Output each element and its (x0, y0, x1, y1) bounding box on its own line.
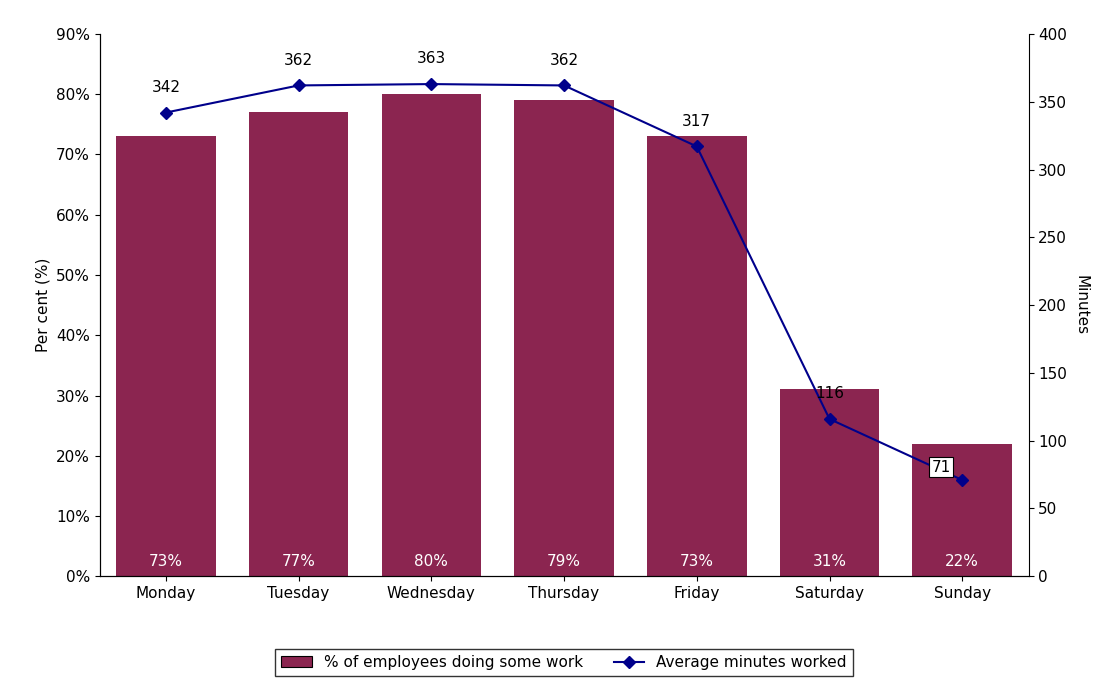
Bar (780, 389, 879, 576)
Text: 73%: 73% (680, 554, 713, 569)
Text: 22%: 22% (946, 554, 979, 569)
Y-axis label: Per cent (%): Per cent (%) (35, 258, 50, 353)
Bar (382, 94, 481, 576)
Bar (514, 100, 614, 576)
Bar (912, 443, 1012, 576)
Text: 363: 363 (417, 52, 446, 66)
Y-axis label: Minutes: Minutes (1073, 275, 1088, 335)
Text: 317: 317 (682, 114, 711, 129)
Legend: % of employees doing some work, Average minutes worked: % of employees doing some work, Average … (275, 649, 853, 676)
Bar (647, 136, 747, 576)
Text: 31%: 31% (813, 554, 846, 569)
Text: 80%: 80% (415, 554, 448, 569)
Bar (249, 113, 348, 576)
Text: 79%: 79% (547, 554, 581, 569)
Text: 77%: 77% (282, 554, 315, 569)
Text: 71: 71 (931, 460, 951, 475)
Text: 342: 342 (152, 80, 180, 95)
Bar (116, 136, 216, 576)
Text: 362: 362 (284, 53, 313, 68)
Text: 116: 116 (815, 386, 844, 401)
Text: 73%: 73% (149, 554, 182, 569)
Text: 362: 362 (550, 53, 578, 68)
